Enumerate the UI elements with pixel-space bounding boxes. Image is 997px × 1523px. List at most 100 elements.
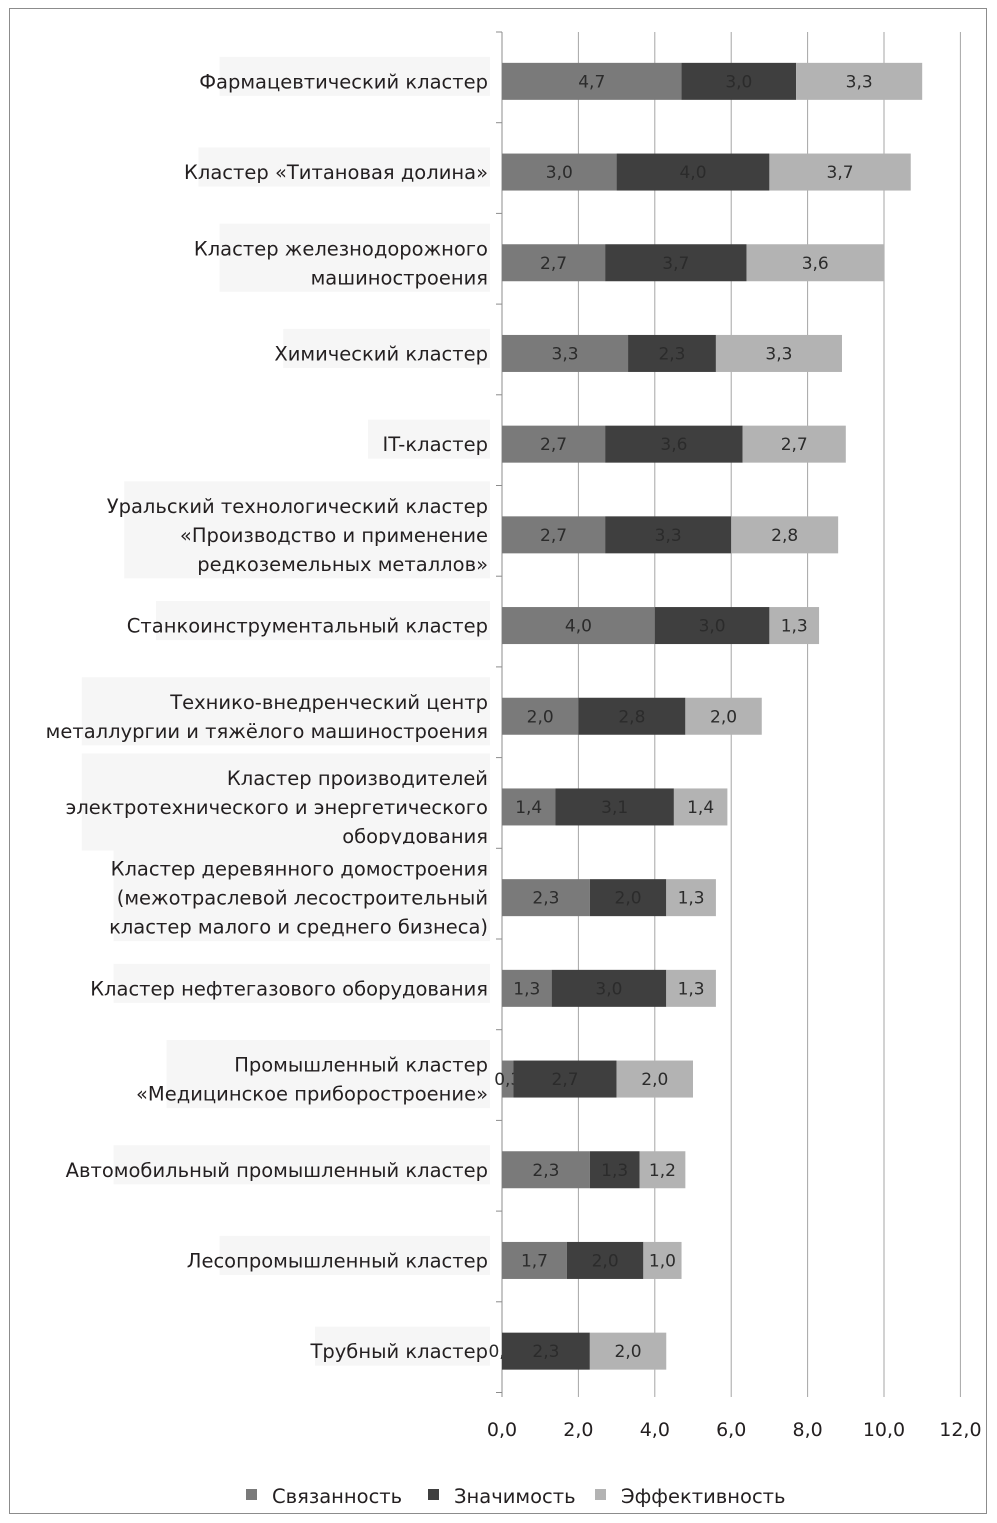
data-label: 2,7 xyxy=(552,1070,579,1090)
legend-label: Эффективность xyxy=(621,1485,786,1508)
category-label-bg xyxy=(113,844,490,942)
data-label: 2,3 xyxy=(532,889,559,909)
category-label: машиностроения xyxy=(311,266,488,289)
bar-Значимость xyxy=(681,62,797,100)
bar-Связанность xyxy=(502,879,590,917)
category-label-bg xyxy=(81,753,491,851)
data-label: 2,3 xyxy=(532,1161,559,1181)
category-label: «Производство и применение xyxy=(180,524,488,547)
bar-Связанность xyxy=(502,153,617,191)
category-label-bg xyxy=(166,1040,490,1109)
x-tick-label: 8,0 xyxy=(792,1419,822,1441)
bar-Значимость xyxy=(628,334,716,372)
data-label: 3,1 xyxy=(601,798,628,818)
data-label: 1,3 xyxy=(781,617,808,637)
bar-Значимость xyxy=(654,607,770,645)
bar-Значимость xyxy=(589,1151,640,1189)
category-label: редкоземельных металлов» xyxy=(197,553,488,576)
bar-Связанность xyxy=(502,697,579,735)
data-label: 4,7 xyxy=(578,72,605,92)
data-label: 2,0 xyxy=(592,1251,619,1271)
category-label: Технико-внедренческий центр xyxy=(169,691,488,714)
x-tick-label: 6,0 xyxy=(716,1419,746,1441)
category-label: Фармацевтический кластер xyxy=(199,70,488,93)
bar-Значимость xyxy=(555,788,674,826)
x-tick-label: 0,0 xyxy=(487,1419,517,1441)
data-label: 3,3 xyxy=(765,344,792,364)
category-label: Автомобильный промышленный кластер xyxy=(66,1159,488,1182)
category-label-bg xyxy=(113,963,490,1003)
category-label: Трубный кластер xyxy=(309,1340,488,1363)
category-label: кластер малого и среднего бизнеса) xyxy=(109,916,488,939)
bar-Значимость xyxy=(513,1060,617,1098)
data-label: 3,6 xyxy=(660,435,687,455)
x-tick-label: 4,0 xyxy=(640,1419,670,1441)
data-label: 4,0 xyxy=(679,163,706,183)
category-label-bg xyxy=(219,223,490,292)
data-label: 3,3 xyxy=(655,526,682,546)
category-label: Кластер «Титановая долина» xyxy=(184,161,488,184)
bar-Эффективность xyxy=(715,334,842,372)
data-label: 2,3 xyxy=(658,344,685,364)
data-label: 1,2 xyxy=(649,1161,676,1181)
category-label-bg xyxy=(315,1326,490,1366)
data-label: 2,7 xyxy=(540,254,567,274)
legend-swatch xyxy=(595,1489,606,1500)
data-label: 3,3 xyxy=(846,72,873,92)
data-label: 3,6 xyxy=(802,254,829,274)
category-label: Кластер производителей xyxy=(227,767,488,790)
data-label: 1,3 xyxy=(601,1161,628,1181)
data-label: 3,0 xyxy=(546,163,573,183)
bar-Значимость xyxy=(605,244,747,282)
data-label: 3,7 xyxy=(662,254,689,274)
data-label: 2,0 xyxy=(527,707,554,727)
data-label: 3,0 xyxy=(595,979,622,999)
bar-Связанность xyxy=(502,788,556,826)
bar-Эффективность xyxy=(685,697,762,735)
category-label: IT-кластер xyxy=(382,433,488,456)
data-label: 2,0 xyxy=(615,1342,642,1362)
bar-Значимость xyxy=(578,697,686,735)
data-label: 2,7 xyxy=(540,435,567,455)
data-label: 2,0 xyxy=(641,1070,668,1090)
legend-swatch xyxy=(428,1489,439,1500)
category-label: «Медицинское приборостроение» xyxy=(136,1083,488,1106)
data-label: 1,7 xyxy=(521,1251,548,1271)
data-label: 2,0 xyxy=(615,889,642,909)
stacked-bar-chart: Фармацевтический кластер 4,7 3,0 3,3 Кластер… xyxy=(46,31,982,1508)
bar-Значимость xyxy=(589,879,667,917)
category-label-bg xyxy=(283,328,490,368)
data-label: 2,7 xyxy=(540,526,567,546)
bar-Эффективность xyxy=(639,1151,686,1189)
bar-Связанность xyxy=(502,62,682,100)
category-label-bg xyxy=(156,601,490,641)
bar-Связанность xyxy=(502,244,606,282)
bar-Эффективность xyxy=(666,879,716,917)
bar-Эффективность xyxy=(746,244,884,282)
data-label: 1,3 xyxy=(678,889,705,909)
bar-Эффективность xyxy=(796,62,923,100)
data-label: 1,4 xyxy=(515,798,542,818)
category-label-bg xyxy=(219,56,490,96)
data-label: 1,4 xyxy=(687,798,714,818)
category-label: Химический кластер xyxy=(274,342,488,365)
category-label-bg xyxy=(198,147,490,187)
data-label: 1,3 xyxy=(678,979,705,999)
category-label-bg xyxy=(81,677,491,746)
chart-frame: Фармацевтический кластер 4,7 3,0 3,3 Кластер… xyxy=(9,8,987,1514)
bar-Значимость xyxy=(566,1241,644,1279)
category-label: Кластер нефтегазового оборудования xyxy=(90,977,488,1000)
bar-Связанность xyxy=(502,1241,567,1279)
category-label-bg xyxy=(124,481,490,579)
legend-label: Связанность xyxy=(272,1485,402,1508)
bar-Связанность xyxy=(502,1151,590,1189)
data-label: 2,8 xyxy=(618,707,645,727)
x-tick-label: 2,0 xyxy=(563,1419,593,1441)
bar-Связанность xyxy=(502,969,552,1007)
bar-Значимость xyxy=(551,969,667,1007)
data-label: 2,8 xyxy=(771,526,798,546)
data-label: 3,0 xyxy=(725,72,752,92)
legend-swatch xyxy=(246,1489,257,1500)
category-label-bg xyxy=(368,419,490,459)
data-label: 2,3 xyxy=(532,1342,559,1362)
